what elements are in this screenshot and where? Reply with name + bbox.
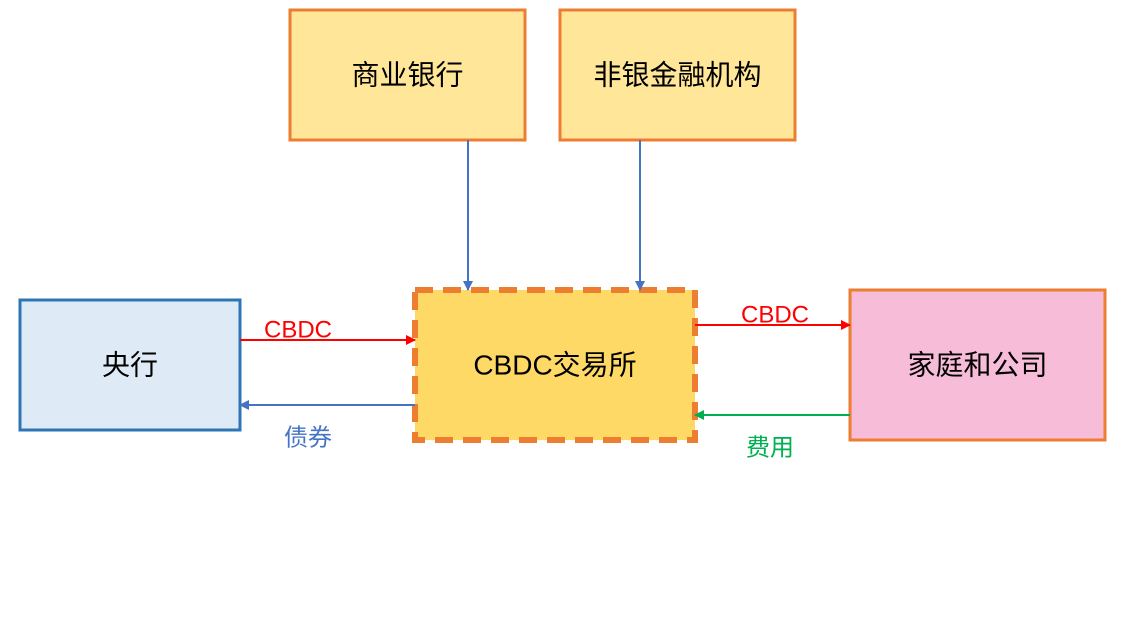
node-central_bank: 央行 bbox=[20, 300, 240, 430]
edge-label-exchange_to_households_cbdc: CBDC bbox=[741, 302, 809, 329]
node-exchange: CBDC交易所 bbox=[415, 290, 695, 440]
edge-central_to_exchange_cbdc: CBDC bbox=[240, 317, 415, 344]
edge-exchange_to_central_bonds: 债券 bbox=[240, 405, 415, 452]
edge-label-central_to_exchange_cbdc: CBDC bbox=[264, 317, 332, 344]
edge-label-exchange_to_central_bonds: 债券 bbox=[284, 425, 332, 452]
node-households: 家庭和公司 bbox=[850, 290, 1105, 440]
edge-label-households_to_exchange_fee: 费用 bbox=[746, 435, 794, 462]
node-label-nonbank_fi: 非银金融机构 bbox=[593, 60, 761, 91]
node-nonbank_fi: 非银金融机构 bbox=[560, 10, 795, 140]
node-label-commercial_bank: 商业银行 bbox=[351, 60, 463, 91]
edge-households_to_exchange_fee: 费用 bbox=[695, 415, 850, 462]
node-label-households: 家庭和公司 bbox=[907, 350, 1047, 381]
node-label-exchange: CBDC交易所 bbox=[473, 350, 636, 381]
edge-exchange_to_households_cbdc: CBDC bbox=[695, 302, 850, 329]
node-commercial_bank: 商业银行 bbox=[290, 10, 525, 140]
node-label-central_bank: 央行 bbox=[102, 350, 158, 381]
